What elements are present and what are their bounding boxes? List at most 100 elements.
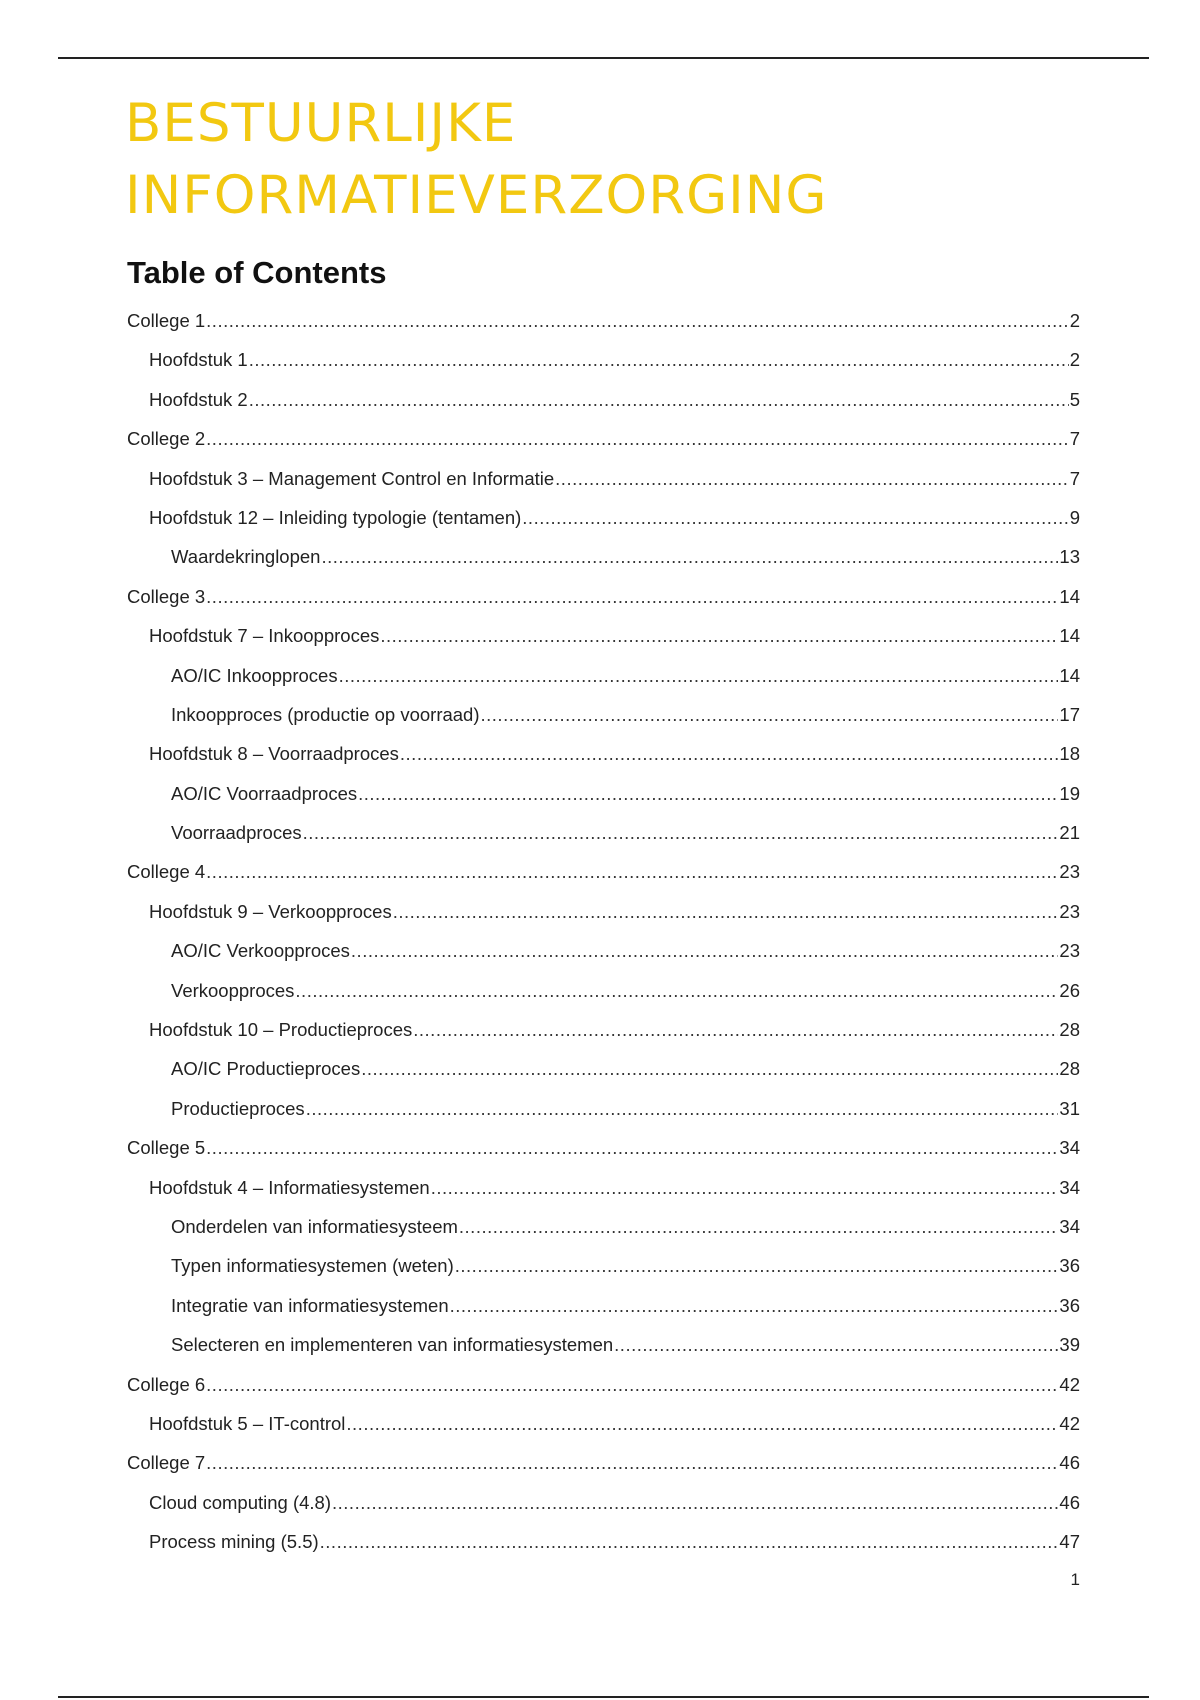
toc-entry[interactable]: Verkoopproces 26 (127, 980, 1080, 1019)
toc-entry[interactable]: College 5 34 (127, 1137, 1080, 1176)
toc-entry-label[interactable]: College 1 (127, 310, 206, 331)
toc-entry[interactable]: College 4 23 (127, 861, 1080, 900)
toc-entry-label[interactable]: Hoofdstuk 12 – Inleiding typologie (tent… (149, 506, 522, 528)
toc-entry-label[interactable]: Hoofdstuk 8 – Voorraadproces (149, 743, 399, 765)
toc-entry-page[interactable]: 13 (1059, 546, 1080, 568)
toc-entry[interactable]: College 7 46 (127, 1452, 1080, 1491)
toc-entry-page[interactable]: 19 (1059, 782, 1080, 804)
toc-entry[interactable]: Hoofdstuk 12 – Inleiding typologie (tent… (127, 507, 1080, 546)
toc-entry-page[interactable]: 42 (1059, 1412, 1080, 1434)
toc-entry[interactable]: Hoofdstuk 3 – Management Control en Info… (127, 468, 1080, 507)
toc-entry[interactable]: Hoofdstuk 1 2 (127, 349, 1080, 388)
toc-entry[interactable]: Hoofdstuk 8 – Voorraadproces 18 (127, 743, 1080, 782)
toc-entry-label[interactable]: AO/IC Productieproces (171, 1058, 361, 1080)
toc-entry-page[interactable]: 46 (1059, 1491, 1080, 1513)
toc-entry-page[interactable]: 26 (1059, 979, 1080, 1001)
toc-entry-page[interactable]: 39 (1059, 1334, 1080, 1356)
toc-entry-label[interactable]: Process mining (5.5) (149, 1531, 319, 1553)
toc-entry[interactable]: Hoofdstuk 2 5 (127, 389, 1080, 428)
toc-entry[interactable]: Onderdelen van informatiesysteem 34 (127, 1216, 1080, 1255)
toc-entry[interactable]: Hoofdstuk 7 – Inkoopproces 14 (127, 625, 1080, 664)
toc-entry-label[interactable]: Hoofdstuk 9 – Verkoopproces (149, 900, 392, 922)
toc-entry-label[interactable]: College 2 (127, 428, 206, 450)
toc-entry-page[interactable]: 34 (1059, 1137, 1080, 1159)
toc-entry[interactable]: AO/IC Inkoopproces 14 (127, 665, 1080, 704)
toc-entry-page[interactable]: 46 (1059, 1452, 1080, 1474)
toc-entry[interactable]: College 3 14 (127, 586, 1080, 625)
toc-entry-label[interactable]: Verkoopproces (171, 979, 295, 1001)
toc-entry[interactable]: Hoofdstuk 4 – Informatiesystemen 34 (127, 1177, 1080, 1216)
toc-entry[interactable]: Hoofdstuk 10 – Productieproces 28 (127, 1019, 1080, 1058)
toc-entry-label[interactable]: College 6 (127, 1373, 206, 1395)
toc-entry[interactable]: Selecteren en implementeren van informat… (127, 1334, 1080, 1373)
toc-entry-label[interactable]: Waardekringlopen (171, 546, 321, 568)
toc-entry-label[interactable]: Typen informatiesystemen (weten) (171, 1255, 454, 1277)
toc-entry-page[interactable]: 42 (1059, 1373, 1080, 1395)
toc-entry[interactable]: Voorraadproces 21 (127, 822, 1080, 861)
toc-entry[interactable]: Hoofdstuk 9 – Verkoopproces 23 (127, 901, 1080, 940)
toc-entry-page[interactable]: 7 (1069, 428, 1080, 450)
toc-entry[interactable]: AO/IC Productieproces 28 (127, 1058, 1080, 1097)
toc-entry-label[interactable]: Hoofdstuk 7 – Inkoopproces (149, 625, 380, 647)
toc-entry-page[interactable]: 23 (1059, 861, 1080, 883)
toc-entry-page[interactable]: 14 (1059, 625, 1080, 647)
toc-entry[interactable]: AO/IC Voorraadproces 19 (127, 783, 1080, 822)
toc-entry[interactable]: Typen informatiesystemen (weten) 36 (127, 1255, 1080, 1294)
toc-entry-page[interactable]: 2 (1069, 349, 1080, 371)
toc-entry-page[interactable]: 14 (1059, 585, 1080, 607)
toc-entry-page[interactable]: 17 (1059, 703, 1080, 725)
toc-entry-label[interactable]: Productieproces (171, 1097, 305, 1119)
title-line-2: INFORMATIEVERZORGING (125, 165, 828, 226)
toc-entry-label[interactable]: Hoofdstuk 3 – Management Control en Info… (149, 467, 555, 489)
toc-dot-leader (614, 1334, 1058, 1356)
toc-entry[interactable]: Integratie van informatiesystemen 36 (127, 1295, 1080, 1334)
toc-entry-page[interactable]: 34 (1059, 1176, 1080, 1198)
toc-entry-label[interactable]: Inkoopproces (productie op voorraad) (171, 703, 480, 725)
toc-entry-page[interactable]: 5 (1069, 388, 1080, 410)
toc-entry[interactable]: College 6 42 (127, 1374, 1080, 1413)
toc-entry[interactable]: Productieproces 31 (127, 1098, 1080, 1137)
toc-entry-page[interactable]: 18 (1059, 743, 1080, 765)
toc-entry-label[interactable]: College 7 (127, 1452, 206, 1474)
toc-entry-label[interactable]: AO/IC Verkoopproces (171, 940, 350, 962)
toc-entry-page[interactable]: 36 (1059, 1255, 1080, 1277)
toc-entry-label[interactable]: College 3 (127, 585, 206, 607)
toc-entry[interactable]: College 2 7 (127, 428, 1080, 467)
toc-entry[interactable]: Process mining (5.5) 47 (127, 1531, 1080, 1570)
toc-entry[interactable]: Hoofdstuk 5 – IT-control 42 (127, 1413, 1080, 1452)
toc-entry-page[interactable]: 23 (1059, 940, 1080, 962)
toc-entry-label[interactable]: Hoofdstuk 1 (149, 349, 248, 371)
toc-entry-page[interactable]: 28 (1059, 1058, 1080, 1080)
toc-entry-label[interactable]: College 5 (127, 1137, 206, 1159)
toc-dot-leader (295, 980, 1058, 1002)
toc-entry-page[interactable]: 47 (1059, 1531, 1080, 1553)
toc-entry[interactable]: AO/IC Verkoopproces 23 (127, 940, 1080, 979)
toc-entry-page[interactable]: 31 (1059, 1097, 1080, 1119)
toc-entry[interactable]: Inkoopproces (productie op voorraad) 17 (127, 704, 1080, 743)
toc-entry-label[interactable]: AO/IC Voorraadproces (171, 782, 358, 804)
toc-entry-page[interactable]: 34 (1059, 1215, 1080, 1237)
toc-entry-page[interactable]: 36 (1059, 1294, 1080, 1316)
toc-entry-page[interactable]: 9 (1069, 506, 1080, 528)
toc-entry[interactable]: Cloud computing (4.8) 46 (127, 1492, 1080, 1531)
toc-entry-page[interactable]: 28 (1059, 1019, 1080, 1041)
toc-entry[interactable]: Waardekringlopen 13 (127, 546, 1080, 585)
toc-entry-label[interactable]: Hoofdstuk 10 – Productieproces (149, 1019, 413, 1041)
toc-entry-label[interactable]: Hoofdstuk 4 – Informatiesystemen (149, 1176, 430, 1198)
toc-entry-page[interactable]: 2 (1069, 310, 1080, 331)
toc-entry-label[interactable]: Integratie van informatiesystemen (171, 1294, 449, 1316)
toc-entry-page[interactable]: 23 (1059, 900, 1080, 922)
toc-entry[interactable]: College 1 2 (127, 310, 1080, 349)
toc-entry-label[interactable]: Hoofdstuk 2 (149, 388, 248, 410)
toc-entry-label[interactable]: Hoofdstuk 5 – IT-control (149, 1412, 346, 1434)
toc-entry-page[interactable]: 7 (1069, 467, 1080, 489)
toc-entry-label[interactable]: Onderdelen van informatiesysteem (171, 1215, 458, 1237)
toc-entry-label[interactable]: Selecteren en implementeren van informat… (171, 1334, 614, 1356)
toc-entry-label[interactable]: Cloud computing (4.8) (149, 1491, 332, 1513)
toc-entry-page[interactable]: 14 (1059, 664, 1080, 686)
table-of-contents: College 1 2 Hoofdstuk 1 2 Hoofdstuk 2 5 Colleg… (127, 310, 1080, 1571)
toc-entry-page[interactable]: 21 (1059, 822, 1080, 844)
toc-entry-label[interactable]: College 4 (127, 861, 206, 883)
toc-entry-label[interactable]: AO/IC Inkoopproces (171, 664, 338, 686)
toc-entry-label[interactable]: Voorraadproces (171, 822, 302, 844)
